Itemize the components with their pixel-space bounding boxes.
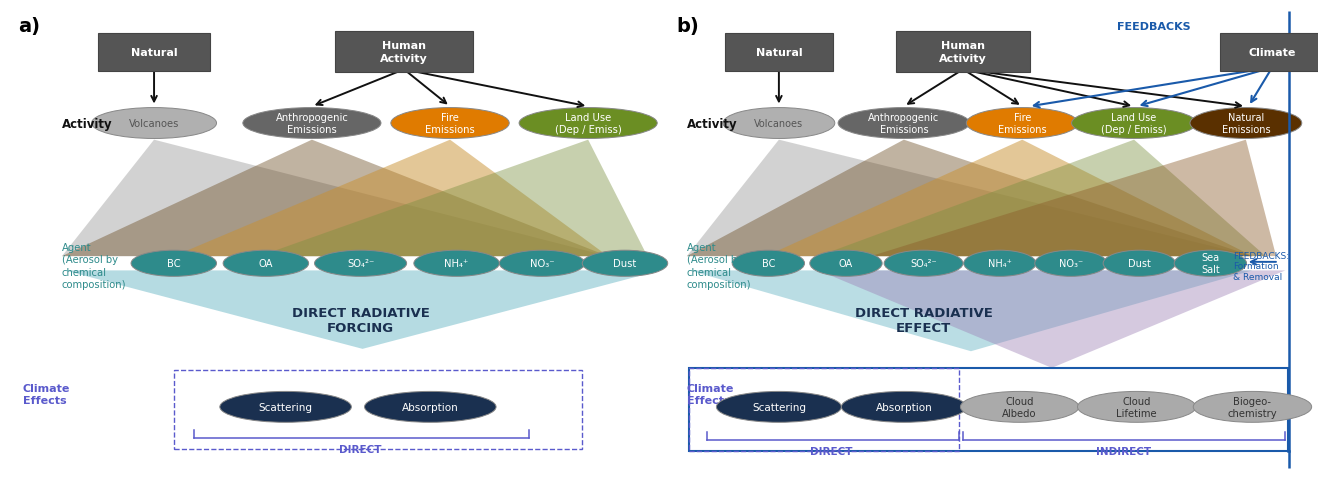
Ellipse shape <box>413 251 499 277</box>
Text: Volcanoes: Volcanoes <box>129 119 180 129</box>
Text: Natural: Natural <box>131 48 177 58</box>
Text: Natural
Emissions: Natural Emissions <box>1222 113 1271 134</box>
FancyBboxPatch shape <box>98 34 210 72</box>
Ellipse shape <box>499 251 585 277</box>
Text: SO₄²⁻: SO₄²⁻ <box>910 259 937 269</box>
Ellipse shape <box>810 251 882 277</box>
Text: Volcanoes: Volcanoes <box>754 119 803 129</box>
Text: Climate: Climate <box>1248 48 1296 58</box>
Polygon shape <box>174 140 608 257</box>
FancyBboxPatch shape <box>336 33 473 73</box>
Ellipse shape <box>1034 251 1107 277</box>
Ellipse shape <box>519 108 658 139</box>
Polygon shape <box>65 271 661 349</box>
Text: Dust: Dust <box>1128 259 1151 269</box>
Text: DIRECT: DIRECT <box>339 444 382 454</box>
Ellipse shape <box>219 392 351 422</box>
Text: Fire
Emissions: Fire Emissions <box>425 113 476 134</box>
Text: Climate
Effects: Climate Effects <box>687 383 734 406</box>
Text: NH₄⁺: NH₄⁺ <box>444 259 469 269</box>
Ellipse shape <box>884 251 963 277</box>
Ellipse shape <box>1071 108 1197 139</box>
Ellipse shape <box>1078 392 1196 422</box>
Polygon shape <box>690 271 1252 351</box>
Polygon shape <box>818 140 1266 257</box>
Text: Cloud
Albedo: Cloud Albedo <box>1003 396 1037 418</box>
Text: NO₃⁻: NO₃⁻ <box>530 259 555 269</box>
Ellipse shape <box>964 251 1036 277</box>
Polygon shape <box>687 140 1252 257</box>
Ellipse shape <box>732 251 804 277</box>
Text: Land Use
(Dep / Emiss): Land Use (Dep / Emiss) <box>555 113 621 134</box>
Text: DIRECT RADIATIVE
FORCING: DIRECT RADIATIVE FORCING <box>292 307 429 335</box>
Text: FEEDBACKS:
Formation
& Removal: FEEDBACKS: Formation & Removal <box>1234 251 1289 281</box>
Text: Activity: Activity <box>62 117 112 130</box>
Text: b): b) <box>676 17 699 36</box>
Text: INDIRECT: INDIRECT <box>1096 446 1151 456</box>
Ellipse shape <box>1190 108 1301 139</box>
Text: BC: BC <box>762 259 775 269</box>
Polygon shape <box>259 140 647 257</box>
Ellipse shape <box>314 251 407 277</box>
FancyBboxPatch shape <box>1219 34 1321 72</box>
FancyBboxPatch shape <box>896 33 1030 73</box>
Ellipse shape <box>223 251 309 277</box>
Text: a): a) <box>18 17 41 36</box>
Ellipse shape <box>716 392 841 422</box>
Polygon shape <box>62 140 608 257</box>
Text: Sea
Salt: Sea Salt <box>1201 253 1219 275</box>
Ellipse shape <box>365 392 497 422</box>
Text: Human
Activity: Human Activity <box>380 41 428 64</box>
Ellipse shape <box>131 251 217 277</box>
Text: Absorption: Absorption <box>876 402 933 412</box>
Text: Human
Activity: Human Activity <box>939 41 987 64</box>
FancyBboxPatch shape <box>725 34 832 72</box>
Text: Dust: Dust <box>613 259 637 269</box>
Text: Cloud
Lifetime: Cloud Lifetime <box>1116 396 1157 418</box>
Text: Scattering: Scattering <box>752 402 806 412</box>
Text: Climate
Effects: Climate Effects <box>22 383 70 406</box>
Text: Agent
(Aerosol by
chemical
composition): Agent (Aerosol by chemical composition) <box>687 242 752 289</box>
Text: Biogeo-
chemistry: Biogeo- chemistry <box>1227 396 1277 418</box>
Polygon shape <box>687 140 1252 257</box>
Ellipse shape <box>723 108 835 139</box>
Text: Scattering: Scattering <box>259 402 313 412</box>
Text: OA: OA <box>259 259 273 269</box>
Text: Agent
(Aerosol by
chemical
composition): Agent (Aerosol by chemical composition) <box>62 242 127 289</box>
Text: FEEDBACKS: FEEDBACKS <box>1118 22 1190 32</box>
Ellipse shape <box>1103 251 1176 277</box>
Text: DIRECT RADIATIVE
EFFECT: DIRECT RADIATIVE EFFECT <box>855 307 992 335</box>
Polygon shape <box>818 271 1285 368</box>
Ellipse shape <box>583 251 667 277</box>
Text: BC: BC <box>166 259 181 269</box>
Text: Activity: Activity <box>687 117 737 130</box>
Ellipse shape <box>1193 392 1312 422</box>
Text: Anthropogenic
Emissions: Anthropogenic Emissions <box>276 113 349 134</box>
Ellipse shape <box>243 108 380 139</box>
Ellipse shape <box>960 392 1079 422</box>
Text: Natural: Natural <box>756 48 802 58</box>
Ellipse shape <box>841 392 967 422</box>
Text: Absorption: Absorption <box>402 402 458 412</box>
Polygon shape <box>62 140 608 257</box>
Ellipse shape <box>391 108 509 139</box>
Text: OA: OA <box>839 259 853 269</box>
Ellipse shape <box>838 108 970 139</box>
Text: NO₃⁻: NO₃⁻ <box>1059 259 1083 269</box>
Text: Anthropogenic
Emissions: Anthropogenic Emissions <box>868 113 939 134</box>
Ellipse shape <box>1174 251 1247 277</box>
Text: NH₄⁺: NH₄⁺ <box>988 259 1012 269</box>
Ellipse shape <box>967 108 1078 139</box>
Text: Fire
Emissions: Fire Emissions <box>997 113 1046 134</box>
Text: SO₄²⁻: SO₄²⁻ <box>347 259 374 269</box>
Text: DIRECT: DIRECT <box>810 446 853 456</box>
Text: Land Use
(Dep / Emiss): Land Use (Dep / Emiss) <box>1102 113 1166 134</box>
Ellipse shape <box>91 108 217 139</box>
Polygon shape <box>766 140 1252 257</box>
Polygon shape <box>871 140 1276 257</box>
